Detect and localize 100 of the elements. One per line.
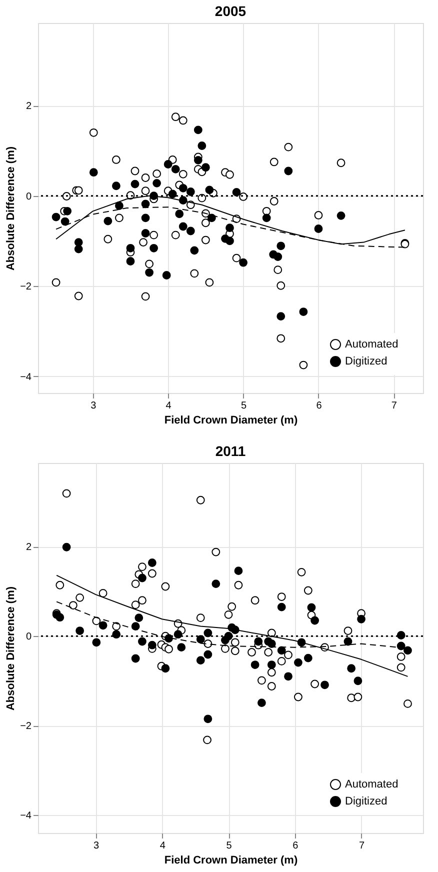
x-axis-title: Field Crown Diameter (m) [164,414,298,426]
point [130,166,140,176]
point [152,170,162,178]
point [220,636,230,644]
x-tick-label: 3 [93,840,100,852]
point [201,163,210,172]
x-tick-label: 7 [358,840,365,852]
point [141,229,150,238]
point [141,200,150,208]
x-tick-label: 7 [391,400,398,412]
point [264,648,273,656]
point [239,192,248,201]
point [220,644,230,653]
y-tick-label: −4 [20,372,32,383]
point [336,211,346,220]
point [270,158,278,166]
point [130,180,140,188]
point [204,650,212,659]
point [171,230,180,240]
legend-label: Automated [345,338,398,350]
point [115,214,124,222]
point [205,278,214,287]
point [274,252,282,261]
point [138,574,146,582]
point [234,580,243,590]
point [396,652,406,661]
chart-title: 2005 [214,3,246,19]
point [226,224,234,232]
point [148,558,156,567]
point [257,698,266,708]
point [162,271,171,280]
point [277,646,286,655]
point [92,638,101,647]
point [139,238,148,246]
point [262,206,271,216]
point [164,644,173,654]
point [138,637,146,646]
point [150,244,158,252]
point [76,626,84,635]
point [299,308,308,316]
point [104,216,112,226]
point [336,158,346,168]
point [126,257,135,266]
point [68,601,78,610]
point [74,292,83,300]
point [201,218,210,228]
point [203,736,212,744]
point [284,166,293,176]
point [62,192,71,200]
point [196,614,205,622]
point [92,616,101,626]
point [201,236,210,244]
point [62,489,71,498]
point [307,603,316,612]
point [74,244,83,254]
x-tick-label: 3 [90,400,97,412]
x-tick-label: 6 [292,840,299,852]
point [98,621,108,630]
point [239,258,248,267]
point [212,548,220,556]
point [205,186,214,194]
point [62,542,71,552]
point [186,226,195,236]
point [148,569,156,578]
legend-label: Automated [345,778,398,790]
y-axis-title: Absolute Difference (m) [5,586,18,711]
point [284,672,292,681]
point [277,592,286,601]
point [141,292,150,301]
legend-label: Digitized [345,356,388,368]
point [115,202,124,210]
point [257,676,266,685]
point [277,657,286,666]
point [314,211,323,220]
point [76,593,84,602]
y-tick-label: −4 [20,810,32,822]
point [145,260,154,268]
x-tick-label: 5 [241,400,247,412]
point [56,580,64,590]
point [186,188,195,196]
point [267,640,276,648]
point [74,238,83,246]
point [178,222,188,231]
y-tick-label: 2 [26,542,32,554]
point [310,616,320,625]
point [177,643,186,652]
y-tick-label: −2 [20,282,32,293]
point [56,613,64,622]
point [277,602,286,612]
point [196,635,205,644]
y-tick-label: −2 [20,721,32,732]
point [131,654,140,663]
point [190,269,199,278]
point [294,692,302,702]
y-tick-label: 0 [26,632,32,643]
x-tick-label: 6 [316,400,322,412]
point [198,142,206,150]
point [196,656,205,665]
point [396,663,406,672]
point [89,128,98,137]
